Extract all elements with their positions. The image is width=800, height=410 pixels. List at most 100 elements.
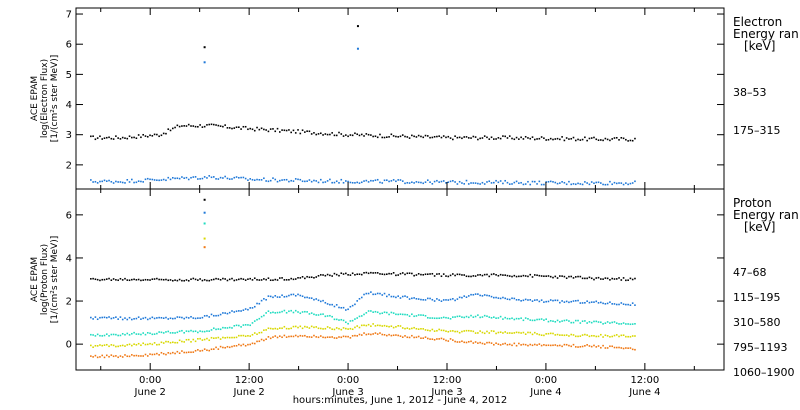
proton-series-4-point [513,342,516,345]
proton-series-0-point [593,278,595,281]
electron-series-0-point [495,138,497,140]
proton-series-3-point [552,332,554,335]
proton-series-4-point [593,344,595,347]
proton-series-1-point [272,296,274,299]
proton-series-3-point [324,327,327,330]
proton-series-4-point [370,333,372,336]
electron-legend-title: Electron [733,15,782,29]
proton-series-1-point [606,302,609,305]
electron-series-0-point [606,138,609,141]
proton-series-2-point [219,328,222,331]
proton-series-3-point [304,325,306,328]
proton-series-4-point [426,337,429,340]
proton-series-2-point [224,327,226,329]
proton-series-1-point [597,302,600,304]
proton-series-2-point [356,317,359,319]
electron-series-1-point [376,178,379,181]
electron-series-0-point [90,135,92,138]
proton-series-2-point [452,316,454,318]
proton-series-4-point [413,336,415,339]
proton-series-1-point [442,299,445,301]
proton-series-1-point [586,300,588,303]
electron-series-1-point [192,176,195,178]
electron-series-0-point [101,138,104,140]
proton-series-0-point [274,278,277,281]
proton-series-2-point [606,321,609,323]
electron-series-0-point [92,135,94,137]
proton-series-1-point [224,312,226,314]
proton-series-3-point [463,330,466,332]
proton-series-0-point [634,277,636,280]
proton-series-4-point [615,346,618,349]
proton-series-3-point [574,335,577,338]
proton-series-3-point [488,332,491,334]
proton-series-1-point [203,315,206,317]
proton-series-4-point [570,345,573,348]
proton-series-4-point [181,350,183,352]
electron-series-1-point [94,180,97,183]
proton-series-0-point [533,274,536,276]
proton-series-2-point [203,330,206,333]
proton-series-1-point [465,296,468,298]
proton-series-3-point [240,334,242,337]
electron-series-0-point [611,138,613,140]
electron-series-0-point [363,135,365,137]
proton-series-1-point [618,303,620,306]
electron-series-1-point [187,178,190,181]
proton-series-4-point [590,345,593,348]
proton-series-0-point [379,273,381,275]
electron-series-1-point [440,180,443,183]
proton-series-3-point [413,326,415,329]
proton-series-2-point [406,313,409,316]
electron-series-1-point [386,179,388,181]
proton-series-1-point [549,299,552,301]
proton-series-1-point [504,297,506,300]
electron-series-0-point [153,133,156,136]
proton-series-4-point [524,343,527,346]
electron-series-1-point [260,179,263,181]
electron-series-0-point [247,128,249,131]
proton-series-0-point [242,278,245,280]
electron-series-1-point [212,176,215,178]
proton-series-2-point [333,318,336,321]
proton-series-4-point [390,334,393,337]
proton-series-2-point [615,322,618,324]
proton-series-1-point [335,304,338,306]
proton-series-0-point [240,277,242,280]
proton-series-3-point [495,332,497,335]
electron-series-0-point [319,132,322,135]
proton-series-2-point [194,330,197,333]
proton-series-4-point [151,353,154,356]
electron-series-1-point [128,181,131,183]
proton-series-0-point [258,279,261,281]
proton-series-4-point [433,338,436,341]
electron-series-0-point [226,127,229,129]
electron-panel-frame [75,7,725,190]
proton-series-0-point [458,273,461,276]
proton-series-3-point [235,336,238,339]
proton-series-0-point [181,279,183,282]
proton-series-0-point [413,274,415,277]
proton-series-3-point [317,327,320,330]
proton-series-3-point [133,343,135,345]
proton-series-4-point [331,336,333,338]
proton-ytick-label: 6 [66,210,72,221]
electron-series-0-point [388,136,390,138]
proton-series-1-point [149,317,151,320]
proton-series-1-point [379,292,381,295]
proton-series-1-point [413,297,415,299]
proton-series-1-point [533,299,536,301]
proton-series-4-point [454,340,456,343]
proton-series-0-point [203,279,206,281]
proton-series-1-point [199,317,201,319]
proton-series-4-point [233,345,236,347]
proton-series-0-point [461,274,463,276]
proton-series-0-point [212,278,215,281]
electron-ylabel-line: [1/(cm²s ster MeV)] [50,55,60,142]
proton-series-3-point [94,344,97,347]
proton-series-3-point [406,327,409,329]
proton-series-4-point [242,343,245,346]
electron-series-1-point [399,179,402,181]
proton-series-0-point [372,272,374,274]
